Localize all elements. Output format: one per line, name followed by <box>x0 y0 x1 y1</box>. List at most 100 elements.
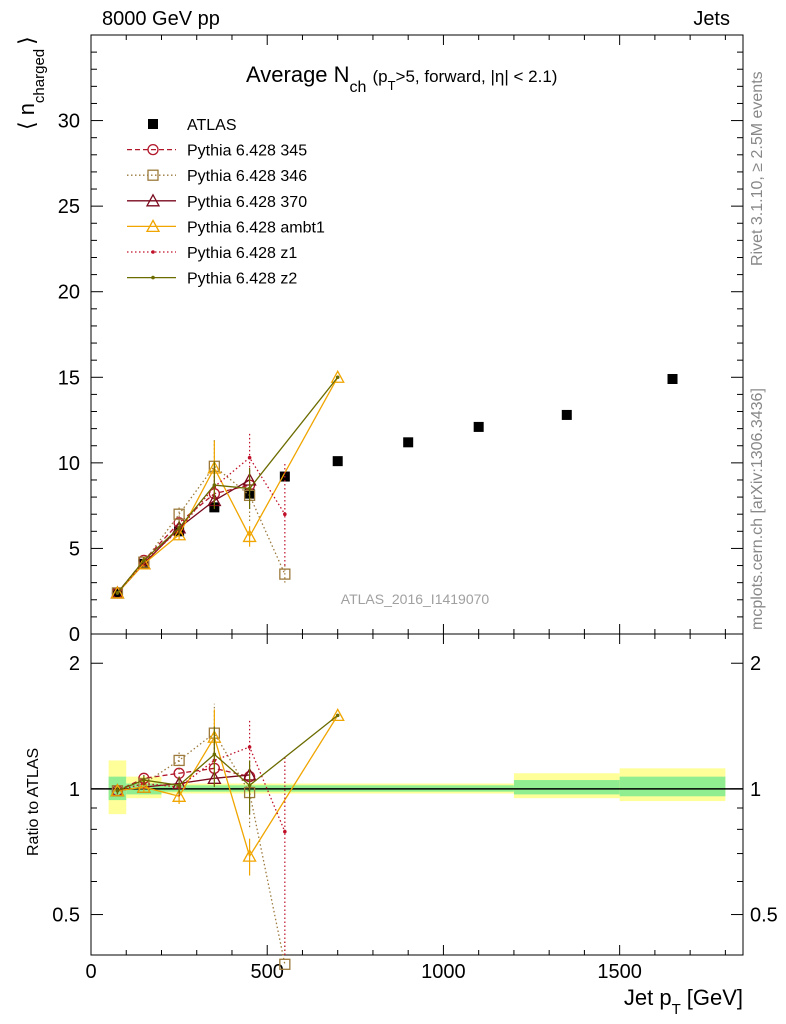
ratio-series-5 <box>115 713 340 815</box>
legend-label: Pythia 6.428 z2 <box>187 271 297 288</box>
legend-marker <box>148 119 158 129</box>
y-tick-label: 10 <box>58 453 80 475</box>
legend-marker <box>145 219 161 233</box>
legend-marker <box>147 143 159 156</box>
ratio-data-point <box>242 848 257 862</box>
legend-marker <box>151 250 155 254</box>
legend-entry-2: Pythia 6.428 346 <box>127 168 307 185</box>
ratio-y-tick-label-left: 2 <box>69 653 80 675</box>
y-tick-label: 20 <box>58 282 80 304</box>
legend-marker <box>151 275 155 280</box>
main-data-point <box>473 421 484 432</box>
y-axis-label: ⟨ ncharged⟩ <box>14 36 48 130</box>
ratio-y-tick-label-left: 0.5 <box>52 905 80 927</box>
x-tick-label: 1000 <box>421 961 466 983</box>
main-series-5 <box>115 432 287 595</box>
y-tick-label: 0 <box>69 624 80 646</box>
main-series-line <box>116 465 286 594</box>
main-data-point <box>335 375 340 380</box>
legend-marker <box>145 193 161 207</box>
ratio-series-line <box>117 732 286 965</box>
legend-entry-3: Pythia 6.428 370 <box>127 193 307 211</box>
ratio-data-point <box>247 745 252 749</box>
y-tick-label: 25 <box>58 196 80 218</box>
ratio-data-point <box>212 752 217 757</box>
legend-marker <box>147 169 159 181</box>
legend-entry-4: Pythia 6.428 ambt1 <box>127 219 325 236</box>
main-data-point <box>247 486 252 491</box>
main-data-point <box>142 558 146 563</box>
ratio-data-point <box>172 788 187 802</box>
main-data-point <box>403 437 414 448</box>
main-data-point <box>332 456 343 467</box>
main-data-point <box>667 373 678 384</box>
analysis-watermark: ATLAS_2016_I1419070 <box>341 591 490 607</box>
ratio-data-point <box>330 708 345 722</box>
ratio-y-axis-label: Ratio to ATLAS <box>25 748 42 856</box>
main-data-point <box>115 591 120 595</box>
ratio-series-line <box>117 715 339 858</box>
header-left: 8000 GeV pp <box>102 8 220 30</box>
ratio-series-line <box>117 746 286 832</box>
ratio-data-point <box>142 778 146 782</box>
main-series-line <box>116 456 286 594</box>
main-series-line <box>116 376 339 594</box>
legend-label: Pythia 6.428 370 <box>187 194 307 211</box>
ratio-data-point <box>173 754 185 767</box>
main-series-line <box>116 376 339 594</box>
legend-entry-0: ATLAS <box>148 117 237 134</box>
legend-entry-1: Pythia 6.428 345 <box>127 143 307 160</box>
main-data-point <box>247 455 252 460</box>
main-data-point <box>561 409 572 420</box>
plot-title: Average Nch(pT>5, forward, |η| < 2.1) <box>246 62 557 96</box>
ratio-y-tick-label-right: 1 <box>750 779 761 801</box>
ratio-data-point <box>335 713 340 718</box>
x-axis-label: Jet pT [GeV] <box>624 985 743 1018</box>
ratio-data-point <box>110 783 125 797</box>
legend: ATLAS Pythia 6.428 345 Pythia 6.428 346 Pyt… <box>127 117 325 288</box>
y-tick-label: 5 <box>69 538 80 560</box>
main-data-point <box>173 508 185 520</box>
ratio-data-point <box>115 788 120 793</box>
x-tick-label: 1500 <box>597 961 642 983</box>
y-tick-label: 15 <box>58 367 80 389</box>
ratio-series-line <box>117 767 250 792</box>
main-data-point <box>330 369 345 383</box>
legend-label: Pythia 6.428 346 <box>187 168 307 185</box>
ratio-y-tick-label-left: 1 <box>69 779 80 801</box>
legend-label: Pythia 6.428 ambt1 <box>187 219 325 236</box>
main-data-point <box>242 529 257 543</box>
axis-ticks <box>90 35 743 956</box>
ratio-series-1 <box>111 703 291 970</box>
main-series-2 <box>111 438 291 599</box>
main-data-point <box>172 527 187 541</box>
header-right: Jets <box>693 8 730 30</box>
legend-label: Pythia 6.428 345 <box>187 143 307 160</box>
main-data-point <box>110 585 125 599</box>
ratio-data-point <box>136 779 151 793</box>
legend-entry-6: Pythia 6.428 z2 <box>127 271 297 288</box>
main-series-0 <box>112 373 678 598</box>
legend-label: ATLAS <box>187 117 237 134</box>
ratio-plot-frame <box>90 633 744 956</box>
y-tick-label: 30 <box>58 111 80 133</box>
main-data-point <box>177 526 181 530</box>
main-series-line <box>116 484 250 594</box>
ratio-y-tick-label-right: 2 <box>750 653 761 675</box>
main-series-1 <box>111 479 256 599</box>
ratio-band-green-4 <box>619 776 726 797</box>
main-data-point <box>279 568 291 580</box>
plot-frames <box>90 34 744 956</box>
ratio-y-tick-label-right: 0.5 <box>750 905 778 927</box>
tick-labels: 0 500 1000 1500 0 5 10 15 20 25 30 0.5 0.5 1 1 2 2 <box>52 111 778 983</box>
main-data-point <box>212 483 217 487</box>
ratio-data-point <box>177 783 181 788</box>
ratio-data-point <box>247 783 252 788</box>
main-data-point <box>283 512 287 516</box>
x-tick-label: 500 <box>251 961 284 983</box>
legend-entry-5: Pythia 6.428 z1 <box>127 245 297 262</box>
legend-label: Pythia 6.428 z1 <box>187 245 297 262</box>
ratio-uncertainty-bands <box>91 760 743 815</box>
x-tick-label: 0 <box>85 961 96 983</box>
